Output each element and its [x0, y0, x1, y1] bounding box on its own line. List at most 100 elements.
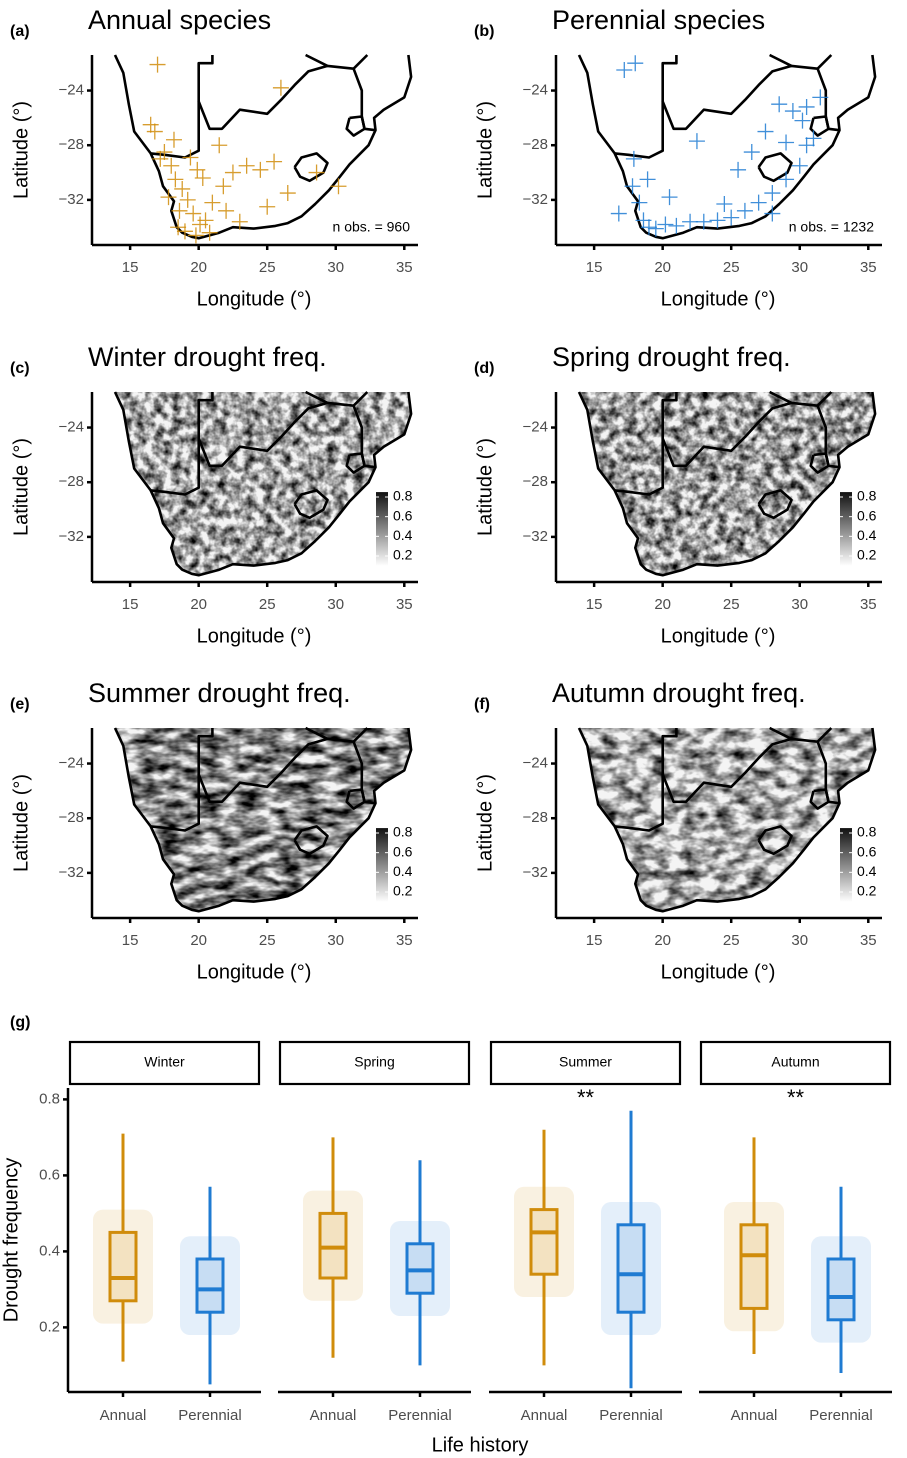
x-tick-label: 20 [190, 596, 207, 613]
point [149, 56, 166, 73]
panel-label: (c) [10, 360, 30, 377]
point [171, 202, 188, 219]
x-tick-label: Perennial [599, 1407, 662, 1424]
y-tick-label: −28 [59, 809, 84, 826]
facet-strip [699, 1040, 892, 1086]
border [293, 152, 329, 183]
raster-texture [115, 728, 412, 912]
point [764, 185, 781, 202]
border [614, 737, 840, 832]
border [197, 55, 214, 102]
point [238, 157, 255, 174]
border [293, 489, 329, 520]
y-tick-label: −24 [523, 82, 548, 99]
border [809, 788, 830, 810]
x-tick-label: 35 [396, 596, 413, 613]
point [194, 170, 211, 187]
colorbar-label: 0.2 [393, 547, 413, 563]
point [784, 103, 801, 120]
border [150, 401, 376, 496]
border [345, 115, 366, 137]
facet-strip [278, 1040, 471, 1086]
y-tick-label: 0.4 [39, 1242, 60, 1259]
point [272, 79, 289, 96]
panel-title: Spring drought freq. [552, 342, 791, 372]
y-axis-label: Latitude (°) [10, 438, 32, 536]
colorbar-label: 0.8 [857, 824, 877, 840]
x-tick-label: 15 [122, 259, 139, 276]
y-tick-label: −24 [59, 82, 84, 99]
point [218, 202, 235, 219]
point [308, 164, 325, 181]
y-axis-label: Latitude (°) [474, 774, 496, 872]
y-tick-label: 0.2 [39, 1318, 60, 1335]
point [146, 123, 163, 140]
border [150, 737, 376, 832]
border [345, 452, 366, 474]
facet-title: Summer [559, 1054, 612, 1070]
colorbar [840, 492, 852, 566]
y-tick-label: −28 [59, 473, 84, 490]
y-tick-label: 0.6 [39, 1166, 60, 1183]
point [170, 219, 187, 236]
box [826, 1257, 856, 1322]
point [668, 217, 685, 234]
facet-title: Winter [144, 1054, 185, 1070]
point [730, 161, 747, 178]
border [305, 726, 329, 741]
border [757, 825, 793, 856]
border [769, 390, 793, 405]
point [152, 150, 169, 167]
point [805, 130, 822, 147]
border [305, 53, 329, 68]
panel-label: (g) [10, 1014, 30, 1031]
colorbar-label: 0.8 [857, 488, 877, 504]
border [197, 728, 214, 775]
panel-title: Annual species [88, 5, 271, 35]
border [614, 401, 840, 496]
point [252, 161, 269, 178]
y-tick-label: −32 [523, 864, 548, 881]
y-tick-label: −28 [523, 809, 548, 826]
point [812, 89, 829, 106]
y-tick-label: −32 [523, 191, 548, 208]
colorbar-label: 0.6 [857, 507, 877, 523]
colorbar-label: 0.2 [857, 547, 877, 563]
annotation: n obs. = 1232 [789, 219, 874, 235]
x-tick-label: 25 [259, 932, 276, 949]
border [816, 54, 833, 70]
x-tick-label: 15 [122, 932, 139, 949]
x-axis-label: Longitude (°) [661, 961, 776, 983]
x-tick-label: 15 [586, 932, 603, 949]
colorbar-label: 0.8 [393, 824, 413, 840]
point [610, 205, 627, 222]
point [165, 131, 182, 148]
jitter-cloud [514, 1186, 574, 1297]
point [187, 227, 204, 244]
point [778, 171, 795, 188]
x-tick-label: 35 [860, 259, 877, 276]
y-tick-label: −24 [59, 755, 84, 772]
facet-strip [489, 1040, 682, 1086]
point [778, 134, 795, 151]
point [279, 185, 296, 202]
jitter-cloud [93, 1209, 153, 1324]
point [794, 112, 811, 129]
point [647, 220, 664, 237]
panel-title: Summer drought freq. [88, 678, 351, 708]
point [688, 133, 705, 150]
x-tick-label: 15 [122, 596, 139, 613]
y-tick-label: −24 [523, 419, 548, 436]
raster [579, 728, 876, 912]
colorbar-label: 0.6 [857, 843, 877, 859]
annotation: n obs. = 960 [333, 219, 411, 235]
facet-title: Spring [354, 1054, 394, 1070]
y-tick-label: −28 [523, 136, 548, 153]
panel-title: Winter drought freq. [88, 342, 327, 372]
colorbar-label: 0.4 [393, 863, 413, 879]
box [529, 1208, 559, 1276]
colorbar [840, 828, 852, 902]
colorbar [376, 492, 388, 566]
x-tick-label: 35 [396, 259, 413, 276]
border [305, 390, 329, 405]
